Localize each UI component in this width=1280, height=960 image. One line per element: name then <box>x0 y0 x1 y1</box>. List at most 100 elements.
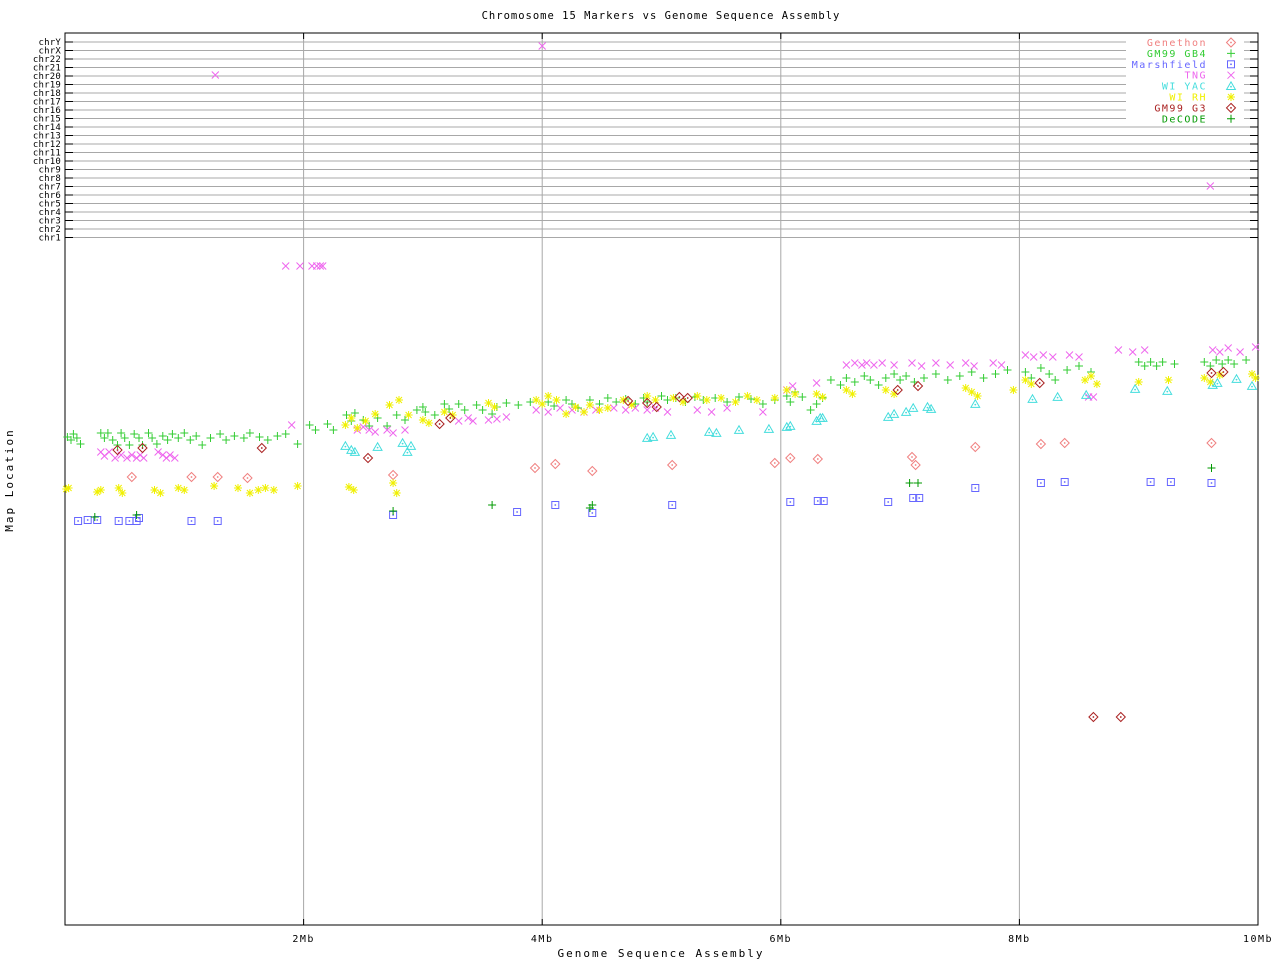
x-tick-label: 4Mb <box>531 934 554 945</box>
legend-entry: WI RH <box>1169 92 1236 104</box>
marker-point <box>552 395 561 405</box>
chr-label: chr5 <box>39 200 61 210</box>
marker-point <box>229 431 239 441</box>
marker-point <box>179 428 189 438</box>
marker-point <box>812 399 822 409</box>
marker-point <box>905 478 915 488</box>
series-wi-rh <box>61 369 1261 498</box>
marker-point <box>758 399 768 409</box>
marker-point <box>1080 375 1090 385</box>
marker-point <box>797 392 807 402</box>
marker-point <box>388 506 398 516</box>
marker-point <box>878 359 887 367</box>
chr-labels-layer: chrYchrXchr22chr21chr20chr19chr18chr17ch… <box>33 38 61 244</box>
marker-point <box>1152 361 1162 371</box>
x-tick-label: 10Mb <box>1243 934 1273 945</box>
marker-point <box>1029 353 1038 361</box>
marker-point <box>76 439 85 449</box>
marker-point <box>702 395 712 405</box>
marker-point <box>979 373 989 383</box>
marker-point <box>370 409 380 419</box>
marker-point <box>487 500 497 510</box>
marker-point <box>1206 438 1217 448</box>
marker-point <box>305 420 315 430</box>
legend-label: Genethon <box>1147 38 1207 49</box>
series-decode <box>90 463 1216 522</box>
marker-point <box>889 369 899 379</box>
marker-point <box>513 400 523 410</box>
marker-point <box>889 409 899 418</box>
marker-point <box>83 516 92 524</box>
marker-point <box>1223 355 1233 365</box>
marker-point <box>1166 478 1175 486</box>
marker-point <box>970 362 979 370</box>
marker-point <box>530 463 540 473</box>
marker-point <box>667 460 678 470</box>
marker-point <box>1027 394 1038 403</box>
marker-point <box>154 448 163 456</box>
marker-point <box>340 420 350 430</box>
marker-point <box>1050 375 1060 385</box>
marker-point <box>991 369 1000 379</box>
marker-point <box>454 417 463 425</box>
marker-point <box>187 517 196 525</box>
chr-label: chr7 <box>39 183 61 193</box>
marker-point <box>105 448 114 456</box>
marker-point <box>1034 378 1045 388</box>
marker-point <box>544 408 553 416</box>
marker-point <box>812 379 821 387</box>
marker-point <box>1039 351 1048 359</box>
marker-point <box>663 395 672 405</box>
marker-point <box>256 443 267 453</box>
marker-point <box>74 517 83 525</box>
legend-entry: GM99 G3 <box>1154 102 1236 114</box>
marker-point <box>967 367 977 377</box>
marker-point <box>666 430 676 439</box>
marker-point <box>120 433 130 443</box>
marker-point <box>103 428 113 438</box>
marker-point <box>167 429 177 439</box>
marker-point <box>502 413 511 421</box>
marker-point <box>770 393 780 403</box>
marker-point <box>126 472 137 482</box>
marker-point <box>869 361 878 369</box>
marker-point <box>1229 359 1239 369</box>
marker-point <box>1208 346 1217 354</box>
marker-point <box>651 395 660 405</box>
legend-entry: DeCODE <box>1162 114 1236 125</box>
marker-point <box>826 375 836 385</box>
marker-point <box>881 373 891 383</box>
marker-point <box>1089 393 1098 401</box>
chart-title: Chromosome 15 Markers vs Genome Sequence… <box>482 10 841 22</box>
marker-point <box>961 359 970 367</box>
marker-point <box>328 425 338 435</box>
marker-point <box>1128 348 1137 356</box>
marker-point <box>152 439 162 449</box>
marker-point <box>1134 377 1144 387</box>
legend-entry: Genethon <box>1147 37 1236 49</box>
marker-point <box>1236 348 1245 356</box>
marker-point <box>139 454 148 462</box>
chr-label: chr22 <box>33 55 61 65</box>
marker-point <box>1059 438 1070 448</box>
marker-point <box>1231 374 1242 383</box>
grid-layer <box>65 33 1258 925</box>
marker-point <box>1044 369 1054 379</box>
marker-point <box>874 380 884 390</box>
marker-point <box>460 405 470 415</box>
marker-point <box>946 361 955 369</box>
marker-point <box>970 399 981 408</box>
marker-point <box>678 397 688 407</box>
marker-point <box>96 428 106 438</box>
marker-point <box>692 391 702 401</box>
marker-point <box>147 433 157 443</box>
marker-point <box>571 402 581 412</box>
marker-point <box>1164 375 1173 385</box>
marker-point <box>209 481 219 491</box>
series-genethon <box>126 438 1217 483</box>
marker-point <box>1217 359 1227 369</box>
marker-point <box>1026 379 1036 389</box>
legend-entry: Marshfield <box>1132 60 1235 71</box>
marker-point <box>484 416 493 424</box>
marker-point <box>847 389 857 399</box>
